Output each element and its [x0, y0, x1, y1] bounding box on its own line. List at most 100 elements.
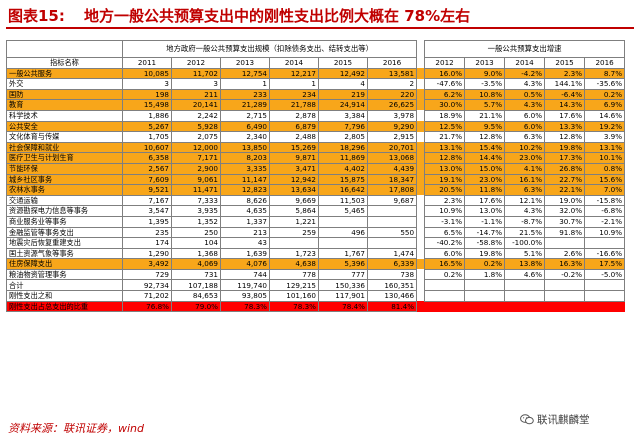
value-cell: 9,061	[171, 173, 221, 186]
header-name: 指标名称	[6, 57, 123, 69]
growth-cell: 11.8%	[464, 184, 506, 196]
growth-cell: -100.0%	[504, 237, 546, 249]
value-cell: 7,167	[122, 194, 172, 207]
table-row: 刚性支出之和 71,202 84,653 93,805 101,160 117,901 13…	[6, 290, 626, 302]
row-name: 文化体育与传媒	[6, 131, 123, 143]
year-header: 2016	[366, 57, 418, 69]
row-name: 外交	[6, 78, 123, 90]
table-row: 城乡社区事务 7,609 9,061 11,147 12,942 15,875 18,347…	[6, 173, 626, 186]
growth-cell: 19.8%	[544, 141, 586, 154]
growth-cell: -3.5%	[464, 78, 506, 90]
value-cell: 1,352	[171, 215, 221, 228]
value-cell: 8,626	[220, 194, 270, 207]
value-cell: 13,634	[269, 184, 319, 196]
growth-cell: 10.1%	[584, 152, 626, 164]
value-cell: 7,609	[122, 173, 172, 186]
value-cell: 3,547	[122, 205, 172, 217]
table-row: 资源勘探电力信息等事务 3,547 3,935 4,635 5,864 5,465 10.9…	[6, 205, 626, 217]
column-spacer	[416, 57, 425, 69]
growth-cell: -6.4%	[544, 88, 586, 101]
growth-cell: 23.0%	[504, 152, 546, 164]
table-row: 国土资源气象等事务 1,290 1,368 1,639 1,723 1,767 1,474 6…	[6, 247, 626, 260]
growth-cell: 144.1%	[544, 78, 586, 90]
value-cell: 550	[366, 226, 418, 239]
growth-cell: 21.7%	[424, 131, 466, 143]
growth-cell: 20.5%	[424, 184, 466, 196]
value-cell: 11,702	[171, 67, 221, 80]
value-cell: 778	[269, 268, 319, 281]
growth-cell: 5.1%	[504, 247, 546, 260]
column-spacer	[416, 78, 425, 90]
growth-cell	[584, 290, 626, 302]
row-name: 刚性支出之和	[6, 290, 123, 302]
value-cell	[366, 237, 418, 249]
table-row: 社会保障和就业 10,607 12,000 13,850 15,269 18,296 20,…	[6, 141, 626, 154]
growth-cell: 19.8%	[464, 247, 506, 260]
growth-cell: -58.8%	[464, 237, 506, 249]
year-header: 2014	[269, 57, 319, 69]
growth-cell: 12.1%	[504, 194, 546, 207]
growth-cell: 8.7%	[584, 67, 626, 80]
value-cell: 198	[122, 88, 172, 101]
value-cell: 5,465	[318, 205, 368, 217]
value-cell: 15,875	[318, 173, 368, 186]
watermark-text: 联讯麒麟堂	[537, 414, 590, 426]
data-table: 地方政府一般公共预算支出规模（扣除债务支出、结转支出等） 一般公共预算支出增速 …	[6, 40, 626, 313]
growth-cell: 4.3%	[504, 99, 546, 111]
value-cell: 2,075	[171, 131, 221, 143]
row-name: 社会保障和就业	[6, 141, 123, 154]
table-row: 教育 15,498 20,141 21,289 21,788 24,914 26,625 30…	[6, 99, 626, 111]
value-cell: 1	[220, 78, 270, 90]
growth-year-header: 2014	[504, 57, 546, 69]
growth-year-header: 2013	[464, 57, 506, 69]
blank-cell	[424, 301, 465, 312]
column-spacer	[416, 237, 425, 249]
value-cell	[269, 237, 319, 249]
growth-cell: 16.0%	[424, 67, 466, 80]
value-cell: 4,439	[366, 162, 418, 175]
source-note: 资料来源：联讯证券，wind	[8, 422, 145, 435]
value-cell: 12,754	[220, 67, 270, 80]
value-cell: 11,471	[171, 184, 221, 196]
table-row: 一般公共服务 10,085 11,702 12,754 12,217 12,492 13,5…	[6, 67, 626, 80]
value-cell: 211	[171, 88, 221, 101]
column-spacer	[416, 99, 425, 111]
column-spacer	[416, 40, 425, 58]
value-cell: 1,368	[171, 247, 221, 260]
growth-cell: 9.5%	[464, 120, 506, 133]
row-name: 合计	[6, 279, 123, 292]
growth-cell: 6.3%	[504, 184, 546, 196]
year-header: 2013	[220, 57, 270, 69]
value-cell: 6,490	[220, 120, 270, 133]
value-cell: 2,878	[269, 109, 319, 122]
growth-cell: 17.6%	[544, 109, 586, 122]
growth-cell: 14.3%	[544, 99, 586, 111]
growth-cell: 6.3%	[504, 131, 546, 143]
ratio-cell: 79.0%	[171, 300, 221, 313]
value-cell: 259	[269, 226, 319, 239]
value-cell: 5,928	[171, 120, 221, 133]
value-cell: 107,188	[171, 279, 221, 292]
value-cell: 104	[171, 237, 221, 249]
growth-cell: 26.8%	[544, 162, 586, 175]
value-cell: 1,221	[269, 215, 319, 228]
value-cell: 129,215	[269, 279, 319, 292]
value-cell	[318, 215, 368, 228]
header-corner	[6, 40, 123, 58]
value-cell: 11,503	[318, 194, 368, 207]
value-cell: 26,625	[366, 99, 418, 111]
value-cell: 18,296	[318, 141, 368, 154]
value-cell: 2,567	[122, 162, 172, 175]
growth-cell: 0.2%	[464, 258, 506, 270]
value-cell: 4	[318, 78, 368, 90]
ratio-row-name: 刚性支出占总支出的比重	[6, 300, 123, 313]
row-name: 交通运输	[6, 194, 123, 207]
value-cell: 101,160	[269, 290, 319, 302]
value-cell: 220	[366, 88, 418, 101]
growth-cell: 19.0%	[544, 194, 586, 207]
growth-cell: -2.1%	[584, 215, 626, 228]
table-row: 文化体育与传媒 1,705 2,075 2,340 2,488 2,805 2,915 21.…	[6, 131, 626, 143]
growth-cell: -4.2%	[504, 67, 546, 80]
growth-cell: 21.5%	[504, 226, 546, 239]
growth-cell: 21.1%	[464, 109, 506, 122]
